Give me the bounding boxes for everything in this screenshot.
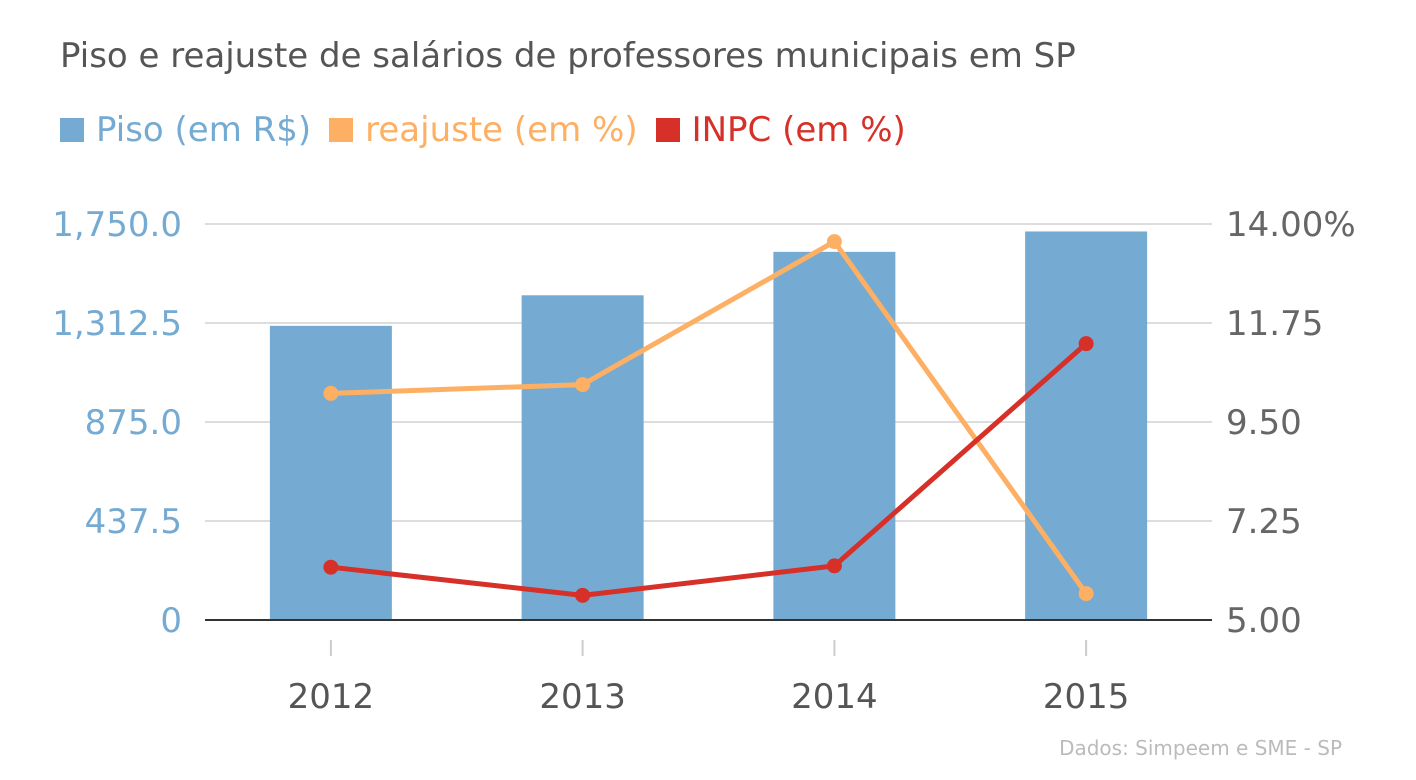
x-axis-tick-label: 2013 — [539, 677, 626, 717]
bar-piso-2013 — [521, 295, 644, 620]
line-inpc — [330, 341, 1088, 598]
point-reajuste-2015 — [1078, 586, 1094, 602]
chart-title: Piso e reajuste de salários de professor… — [60, 36, 1076, 76]
point-reajuste-2012 — [323, 385, 339, 401]
bar-piso-2015 — [1025, 231, 1148, 621]
point-inpc-2012 — [323, 559, 339, 575]
legend-swatch-piso — [60, 118, 84, 142]
bar-piso-2012 — [269, 325, 392, 620]
right-axis-tick-label: 14.00% — [1226, 205, 1356, 245]
legend-label-reajuste: reajuste (em %) — [365, 110, 638, 150]
legend: Piso (em R$) reajuste (em %) INPC (em %) — [60, 110, 924, 150]
right-axis-tick-label: 5.00 — [1226, 601, 1302, 641]
point-reajuste-2013 — [575, 377, 591, 393]
legend-swatch-reajuste — [329, 118, 354, 142]
left-axis-tick-label: 1,312.5 — [52, 304, 182, 344]
right-axis-tick-label: 9.50 — [1226, 403, 1302, 443]
legend-entry-inpc: INPC (em %) — [655, 110, 906, 150]
point-reajuste-2014 — [826, 234, 842, 250]
point-inpc-2015 — [1078, 336, 1094, 352]
x-axis-tick-label: 2012 — [288, 677, 375, 717]
point-inpc-2014 — [826, 558, 842, 574]
source-note: Dados: Simpeem e SME - SP — [1059, 736, 1342, 760]
legend-label-piso: Piso (em R$) — [96, 110, 312, 150]
legend-entry-piso: Piso (em R$) — [60, 110, 311, 150]
point-inpc-2013 — [575, 587, 591, 603]
left-axis-tick-label: 437.5 — [85, 502, 182, 542]
legend-swatch-inpc — [655, 118, 680, 142]
left-axis-tick-label: 0 — [160, 601, 182, 641]
legend-label-inpc: INPC (em %) — [691, 110, 906, 150]
line-reajuste — [330, 239, 1089, 596]
x-axis-tick-label: 2014 — [791, 677, 878, 717]
left-axis-tick-label: 1,750.0 — [52, 205, 182, 245]
legend-entry-reajuste: reajuste (em %) — [329, 110, 638, 150]
x-axis-tick-label: 2015 — [1043, 677, 1130, 717]
left-axis-tick-label: 875.0 — [85, 403, 182, 443]
right-axis-tick-label: 11.75 — [1226, 304, 1323, 344]
right-axis-tick-label: 7.25 — [1226, 502, 1302, 542]
